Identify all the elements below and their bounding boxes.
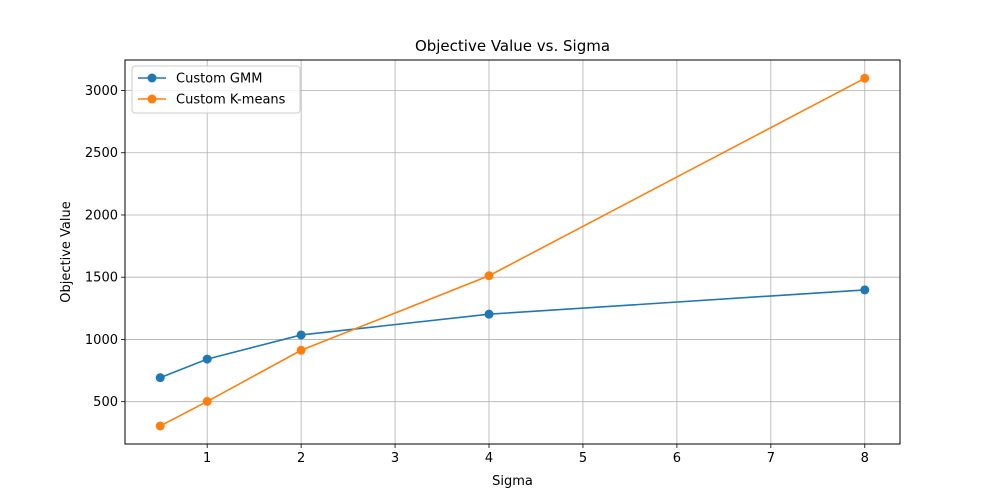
y-tick-label: 500	[93, 395, 118, 410]
chart-title: Objective Value vs. Sigma	[415, 37, 610, 55]
series-marker	[155, 421, 165, 431]
x-tick-label: 1	[203, 451, 211, 466]
legend-marker	[147, 94, 157, 104]
series-marker	[202, 354, 212, 364]
y-tick-label: 2500	[85, 146, 118, 161]
y-tick-label: 2000	[85, 208, 118, 223]
x-tick-label: 3	[391, 451, 399, 466]
series-layer	[155, 73, 870, 431]
series-marker	[860, 285, 870, 295]
series-marker	[155, 373, 165, 383]
x-tick-label: 8	[861, 451, 869, 466]
x-tick-label: 4	[485, 451, 493, 466]
x-tick-label: 6	[673, 451, 681, 466]
y-tick-label: 1500	[85, 271, 118, 286]
series-marker	[484, 309, 494, 319]
series-marker	[202, 396, 212, 406]
x-axis-label: Sigma	[492, 474, 533, 489]
y-tick-label: 3000	[85, 84, 118, 99]
x-tick-label: 2	[297, 451, 305, 466]
y-axis-label: Objective Value	[59, 201, 74, 302]
ticks: 1 2 3 4 5 6 7 8 500 1000 1500 2000 2500 3000	[85, 84, 869, 466]
legend-marker	[147, 73, 157, 83]
grid	[125, 60, 900, 444]
series-marker	[296, 345, 306, 355]
series-marker	[296, 330, 306, 340]
x-tick-label: 5	[579, 451, 587, 466]
x-tick-label: 7	[767, 451, 775, 466]
legend-box	[131, 65, 301, 114]
plot-frame	[124, 59, 901, 445]
series-marker	[860, 73, 870, 83]
legend-label: Custom GMM	[176, 72, 262, 87]
legend-label: Custom K-means	[176, 93, 286, 108]
y-tick-label: 1000	[85, 333, 118, 348]
legend: Custom GMM Custom K-means	[131, 65, 301, 114]
series-marker	[484, 271, 494, 281]
plot-area	[125, 60, 900, 444]
